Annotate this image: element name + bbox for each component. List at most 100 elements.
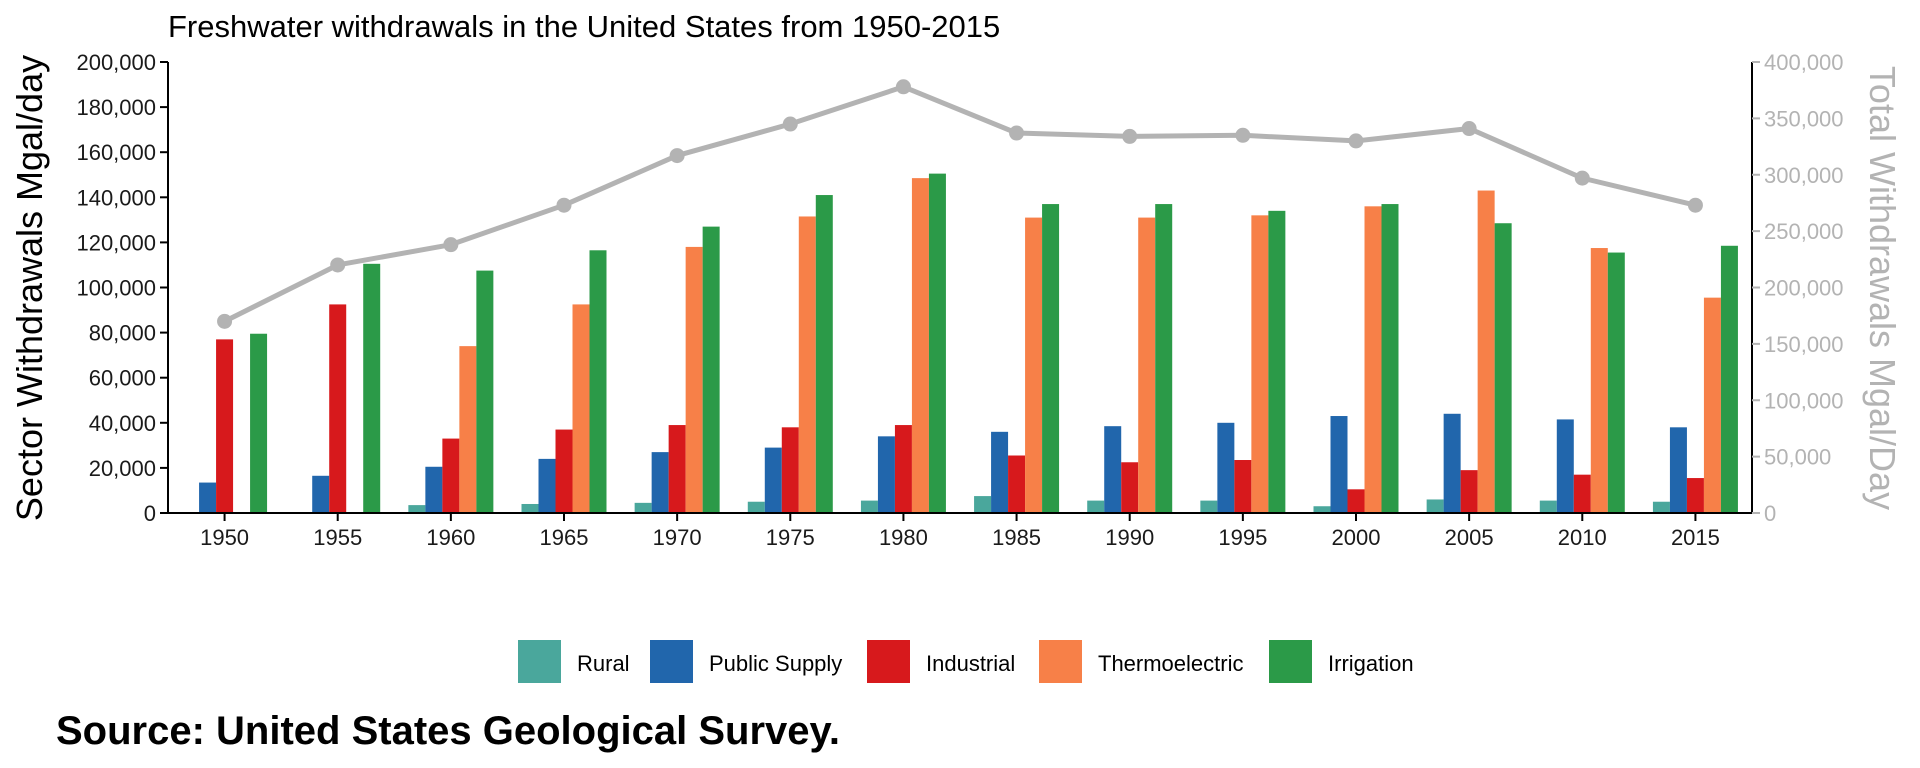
bar-industrial-1995 — [1234, 460, 1252, 513]
bar-thermoelectric-2015 — [1703, 297, 1721, 513]
total-point-1955 — [330, 257, 346, 273]
x-tick-label-1985: 1985 — [992, 525, 1041, 550]
legend-item-public-supply: Public Supply — [650, 640, 842, 683]
total-point-2000 — [1348, 133, 1364, 149]
bar-industrial-2005 — [1460, 470, 1478, 513]
bar-irrigation-2005 — [1494, 223, 1512, 514]
legend-label-thermoelectric: Thermoelectric — [1098, 651, 1243, 676]
bar-industrial-1950 — [216, 339, 234, 513]
bar-irrigation-1975 — [815, 195, 833, 514]
bar-rural-1975 — [747, 501, 765, 513]
bar-public-supply-2005 — [1443, 413, 1461, 513]
total-point-1960 — [443, 237, 459, 253]
y-axis-label-left: Sector Withdrawals Mgal/day — [9, 55, 50, 521]
bar-thermoelectric-1990 — [1138, 217, 1156, 513]
bar-irrigation-2015 — [1720, 245, 1738, 513]
legend-label-irrigation: Irrigation — [1328, 651, 1414, 676]
bar-industrial-2010 — [1573, 474, 1591, 513]
legend-swatch-public-supply — [650, 640, 693, 683]
x-tick-label-2010: 2010 — [1558, 525, 1607, 550]
chart-title: Freshwater withdrawals in the United Sta… — [168, 9, 1000, 44]
bar-rural-1980 — [860, 500, 878, 513]
y-tick-label-right: 200,000 — [1764, 276, 1844, 301]
x-tick-label-2000: 2000 — [1332, 525, 1381, 550]
y-tick-label-left: 200,000 — [76, 50, 156, 75]
y-tick-label-left: 120,000 — [76, 230, 156, 255]
bar-public-supply-1985 — [991, 431, 1009, 513]
bar-irrigation-1955 — [363, 263, 381, 513]
total-point-1985 — [1009, 125, 1025, 141]
bar-public-supply-1990 — [1104, 426, 1122, 513]
total-point-1980 — [895, 79, 911, 95]
y-tick-label-left: 100,000 — [76, 276, 156, 301]
y-axis-label-right: Total Withdrawals Mgal/Day — [1862, 66, 1903, 510]
y-tick-label-right: 100,000 — [1764, 388, 1844, 413]
y-tick-label-left: 20,000 — [89, 456, 156, 481]
y-tick-label-right: 150,000 — [1764, 332, 1844, 357]
x-tick-label-2015: 2015 — [1671, 525, 1720, 550]
bar-rural-1960 — [408, 505, 426, 513]
x-tick-label-1995: 1995 — [1218, 525, 1267, 550]
total-withdrawals-line — [223, 84, 1697, 324]
bar-irrigation-1980 — [928, 173, 946, 513]
bar-thermoelectric-1970 — [685, 246, 703, 513]
legend-item-irrigation: Irrigation — [1269, 640, 1414, 683]
bar-thermoelectric-1960 — [459, 346, 477, 513]
legend-swatch-rural — [518, 640, 561, 683]
bar-thermoelectric-2005 — [1477, 190, 1495, 514]
bar-public-supply-1960 — [425, 466, 443, 513]
y-tick-label-right: 350,000 — [1764, 106, 1844, 131]
bar-industrial-1980 — [894, 425, 912, 513]
total-point-2010 — [1574, 170, 1590, 186]
bar-irrigation-1965 — [589, 250, 607, 514]
y-tick-label-right: 50,000 — [1764, 445, 1831, 470]
y-tick-label-left: 160,000 — [76, 140, 156, 165]
bar-thermoelectric-1980 — [911, 178, 929, 513]
y-tick-label-left: 60,000 — [89, 366, 156, 391]
y-tick-label-left: 80,000 — [89, 321, 156, 346]
bar-industrial-1975 — [781, 427, 799, 513]
bar-thermoelectric-2000 — [1364, 206, 1382, 513]
bar-industrial-1955 — [329, 304, 347, 513]
bar-rural-1970 — [634, 502, 652, 513]
bar-public-supply-2015 — [1669, 427, 1687, 513]
legend-label-rural: Rural — [577, 651, 630, 676]
bar-rural-2005 — [1426, 499, 1444, 513]
bar-irrigation-1970 — [702, 226, 720, 513]
legend-swatch-industrial — [867, 640, 910, 683]
bar-rural-1965 — [521, 503, 539, 513]
bar-industrial-1965 — [555, 429, 573, 513]
bar-public-supply-1995 — [1217, 422, 1235, 513]
bar-irrigation-2000 — [1381, 204, 1399, 513]
x-tick-label-2005: 2005 — [1445, 525, 1494, 550]
bar-public-supply-1955 — [312, 475, 330, 513]
bar-rural-2015 — [1652, 501, 1670, 513]
bar-industrial-1985 — [1008, 455, 1026, 513]
bar-public-supply-1950 — [199, 482, 217, 513]
legend-swatch-irrigation — [1269, 640, 1312, 683]
y-tick-label-right: 400,000 — [1764, 50, 1844, 75]
bar-irrigation-1985 — [1042, 204, 1060, 513]
total-point-1990 — [1122, 128, 1138, 144]
bar-thermoelectric-1975 — [798, 216, 816, 513]
bar-thermoelectric-1965 — [572, 304, 590, 513]
y-tick-label-right: 250,000 — [1764, 219, 1844, 244]
y-tick-label-right: 0 — [1764, 501, 1776, 526]
y-tick-label-right: 300,000 — [1764, 163, 1844, 188]
legend-item-industrial: Industrial — [867, 640, 1015, 683]
total-point-1975 — [782, 116, 798, 132]
x-tick-label-1990: 1990 — [1105, 525, 1154, 550]
bar-industrial-2015 — [1686, 478, 1704, 513]
bar-rural-2000 — [1313, 506, 1331, 513]
total-point-2015 — [1687, 197, 1703, 213]
bar-thermoelectric-2010 — [1590, 248, 1608, 514]
y-tick-label-left: 140,000 — [76, 185, 156, 210]
y-tick-label-left: 0 — [144, 501, 156, 526]
bar-rural-1985 — [974, 496, 992, 513]
legend: Rural Public Supply Industrial Thermoelectr… — [518, 640, 1414, 683]
bar-public-supply-1965 — [538, 458, 556, 513]
bar-rural-1995 — [1200, 500, 1218, 513]
x-tick-label-1960: 1960 — [426, 525, 475, 550]
x-tick-label-1965: 1965 — [540, 525, 589, 550]
